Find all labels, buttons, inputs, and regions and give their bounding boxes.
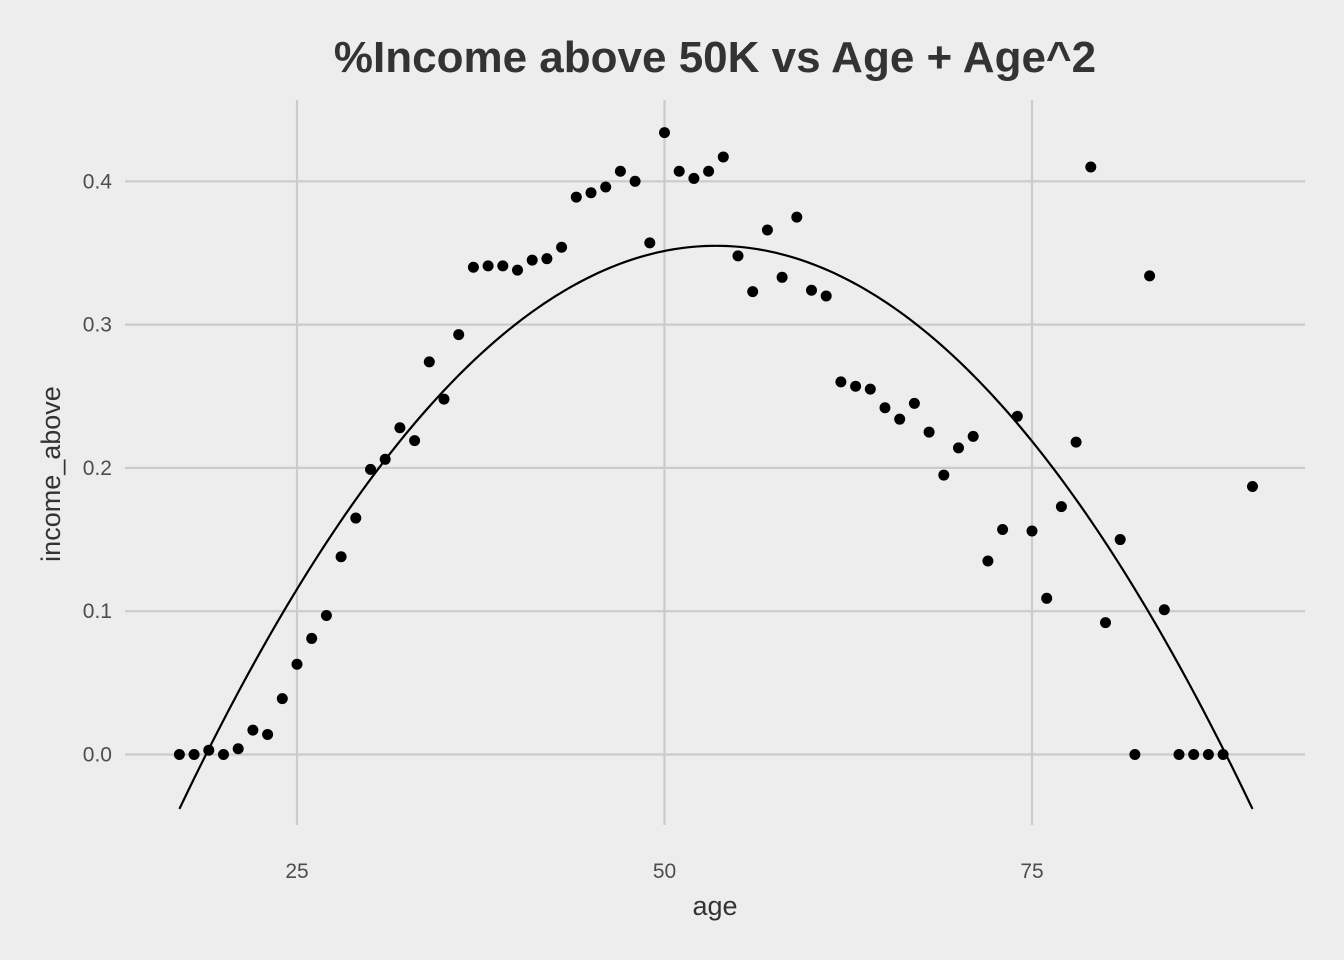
data-point bbox=[247, 724, 259, 736]
data-point bbox=[879, 402, 891, 414]
data-point bbox=[453, 329, 465, 341]
data-point bbox=[864, 383, 876, 395]
x-tick-label: 50 bbox=[653, 860, 676, 883]
data-point bbox=[776, 271, 788, 283]
data-point bbox=[1041, 592, 1053, 604]
data-point bbox=[1158, 604, 1170, 616]
data-point bbox=[276, 693, 288, 705]
data-point bbox=[188, 749, 200, 760]
data-point bbox=[997, 524, 1009, 536]
data-point bbox=[806, 284, 817, 296]
data-point bbox=[1026, 525, 1038, 537]
data-point bbox=[894, 413, 906, 425]
data-point bbox=[379, 453, 391, 465]
data-point bbox=[717, 151, 729, 163]
data-point bbox=[982, 555, 994, 567]
data-point bbox=[335, 551, 347, 563]
gridlines bbox=[125, 100, 1305, 825]
data-point bbox=[835, 376, 847, 388]
data-point bbox=[556, 241, 568, 253]
data-point bbox=[541, 253, 553, 265]
data-point bbox=[291, 658, 303, 670]
data-point bbox=[1085, 161, 1097, 173]
data-point bbox=[703, 165, 715, 177]
data-point bbox=[320, 609, 332, 621]
data-point bbox=[953, 442, 964, 454]
data-point bbox=[1202, 749, 1214, 760]
data-point bbox=[600, 181, 612, 193]
data-point bbox=[614, 165, 626, 177]
data-point bbox=[262, 728, 274, 740]
data-point bbox=[1055, 501, 1067, 513]
y-axis-title: income_above bbox=[36, 386, 66, 562]
y-tick-label: 0.4 bbox=[83, 170, 113, 193]
data-point bbox=[938, 469, 950, 481]
data-point bbox=[850, 380, 862, 392]
data-point bbox=[644, 237, 656, 249]
data-point bbox=[1173, 749, 1185, 760]
y-tick-label: 0.3 bbox=[83, 314, 112, 337]
data-point bbox=[365, 463, 376, 475]
data-point bbox=[585, 187, 597, 199]
data-point bbox=[1070, 436, 1082, 448]
data-point bbox=[820, 290, 832, 302]
x-tick-labels: 25 50 75 bbox=[285, 860, 1043, 883]
data-point bbox=[570, 191, 582, 203]
y-tick-label: 0.2 bbox=[83, 457, 112, 480]
data-point bbox=[673, 165, 685, 177]
data-points bbox=[173, 127, 1258, 760]
data-point bbox=[908, 397, 920, 409]
y-tick-label: 0.0 bbox=[83, 744, 112, 767]
x-axis-title: age bbox=[692, 891, 737, 921]
data-point bbox=[791, 211, 803, 223]
data-point bbox=[512, 264, 523, 276]
data-point bbox=[1114, 534, 1126, 546]
data-point bbox=[173, 749, 185, 760]
x-tick-label: 75 bbox=[1020, 860, 1043, 883]
data-point bbox=[1129, 749, 1141, 760]
data-point bbox=[1011, 410, 1023, 422]
fitted-quadratic-line bbox=[178, 244, 1254, 810]
data-point bbox=[482, 260, 494, 272]
data-point bbox=[967, 430, 979, 442]
data-point bbox=[497, 260, 509, 272]
data-point bbox=[1188, 749, 1200, 760]
y-tick-labels: 0.0 0.1 0.2 0.3 0.4 bbox=[83, 170, 113, 766]
data-point bbox=[438, 393, 450, 405]
data-point bbox=[467, 261, 479, 273]
data-point bbox=[394, 422, 406, 434]
data-point bbox=[526, 254, 538, 266]
data-point bbox=[218, 749, 229, 760]
data-point bbox=[747, 286, 759, 298]
data-point bbox=[1217, 749, 1229, 760]
data-point bbox=[659, 127, 670, 139]
data-point bbox=[306, 632, 318, 644]
data-point bbox=[732, 250, 744, 262]
data-point bbox=[629, 175, 641, 187]
data-point bbox=[203, 744, 215, 756]
data-point bbox=[923, 426, 935, 438]
y-tick-label: 0.1 bbox=[83, 600, 112, 623]
data-point bbox=[1247, 481, 1258, 493]
data-point bbox=[1100, 617, 1111, 629]
data-point bbox=[350, 512, 362, 524]
data-point bbox=[423, 356, 435, 368]
data-point bbox=[409, 435, 421, 447]
x-tick-label: 25 bbox=[285, 860, 308, 883]
data-point bbox=[1144, 270, 1156, 282]
data-point bbox=[688, 172, 700, 184]
data-point bbox=[761, 224, 773, 236]
data-point bbox=[232, 743, 244, 755]
chart-title: %Income above 50K vs Age + Age^2 bbox=[334, 33, 1096, 82]
